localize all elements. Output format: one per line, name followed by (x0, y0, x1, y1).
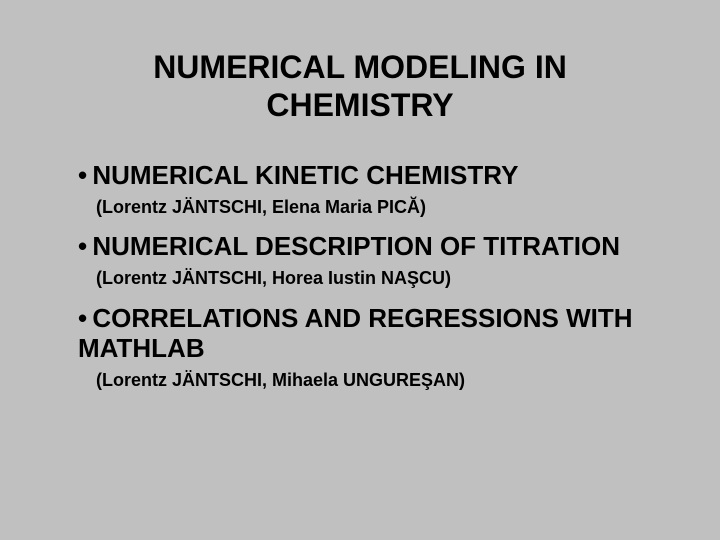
item-heading: • NUMERICAL DESCRIPTION OF TITRATION (78, 232, 660, 262)
items-list: • NUMERICAL KINETIC CHEMISTRY (Lorentz J… (60, 161, 660, 391)
item-heading-text: NUMERICAL KINETIC CHEMISTRY (92, 160, 518, 190)
item-subtext: (Lorentz JÄNTSCHI, Mihaela UNGUREŞAN) (78, 370, 660, 392)
slide-title: NUMERICAL MODELING IN CHEMISTRY (60, 48, 660, 125)
item-subtext: (Lorentz JÄNTSCHI, Horea Iustin NAŞCU) (78, 268, 660, 290)
item-subtext: (Lorentz JÄNTSCHI, Elena Maria PICĂ) (78, 197, 660, 219)
item-heading: • NUMERICAL KINETIC CHEMISTRY (78, 161, 660, 191)
bullet-icon: • (78, 303, 92, 333)
item-heading: • CORRELATIONS AND REGRESSIONS WITH MATH… (78, 304, 660, 364)
item-heading-text: NUMERICAL DESCRIPTION OF TITRATION (92, 231, 620, 261)
item-heading-text: CORRELATIONS AND REGRESSIONS WITH MATHLA… (78, 303, 633, 363)
bullet-icon: • (78, 231, 92, 261)
bullet-icon: • (78, 160, 92, 190)
